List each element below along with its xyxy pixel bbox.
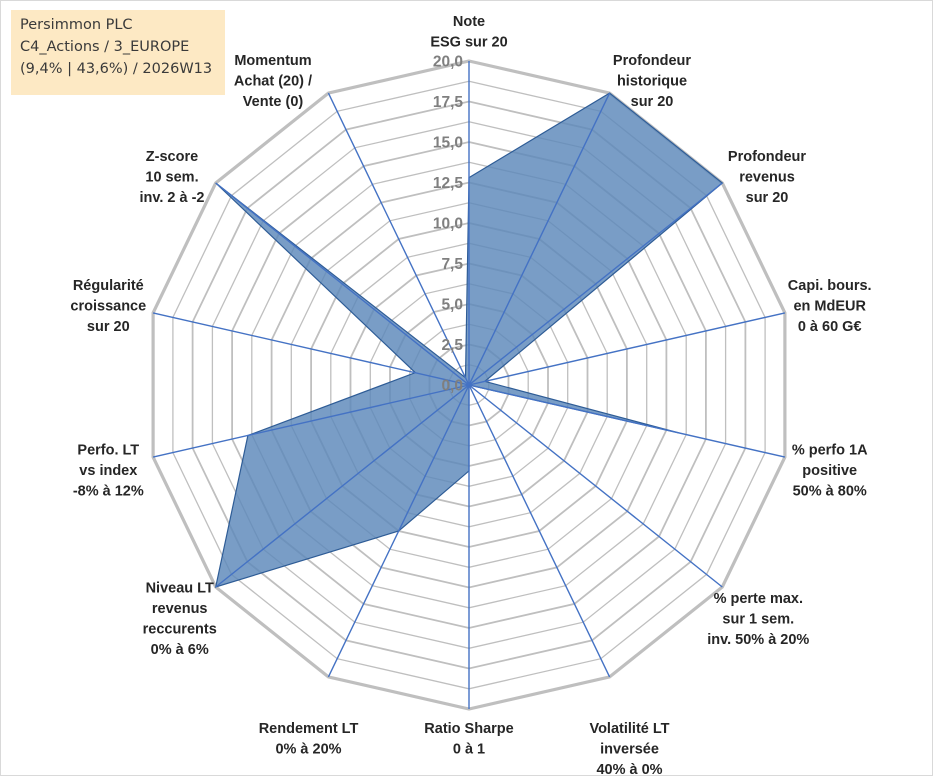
axis-label-line: inv. 50% à 20%	[707, 632, 809, 648]
axis-label: Volatilité LT inversée 40% à 0%	[589, 721, 669, 777]
axis-label-line: sur 1 sem.	[722, 611, 794, 627]
axis-label: Perfo. LT vs index -8% à 12%	[73, 443, 144, 500]
axis-label-line: Profondeur	[613, 53, 691, 69]
axis-label: Profondeur revenus sur 20	[728, 149, 806, 206]
axis-label: Z-score 10 sem. inv. 2 à -2	[139, 149, 204, 206]
axis-label-line: positive	[802, 463, 857, 479]
axis-label-line: historique	[617, 74, 687, 90]
axis-label-line: sur 20	[746, 190, 789, 206]
axis-label-line: Profondeur	[728, 149, 806, 165]
axis-label-line: Rendement LT	[259, 721, 359, 737]
axis-label-line: reccurents	[143, 622, 217, 638]
stats-label: (9,4% | 43,6%) / 2026W13	[20, 58, 217, 80]
axis-label: % perfo 1A positive 50% à 80%	[792, 443, 868, 500]
axis-label: Ratio Sharpe 0 à 1	[424, 721, 513, 758]
tick-label: 10,0	[433, 216, 463, 233]
axis-label-line: vs index	[79, 463, 137, 479]
axis-label-line: Note	[453, 14, 485, 30]
tick-label: 0,0	[441, 378, 463, 395]
axis-label: % perte max. sur 1 sem. inv. 50% à 20%	[707, 591, 809, 648]
axis-label-line: Capi. bours.	[788, 278, 872, 294]
axis-label: Régularité croissance sur 20	[70, 278, 146, 335]
axis-label-line: Achat (20) /	[234, 74, 312, 90]
axis-label: Momentum Achat (20) / Vente (0)	[234, 53, 312, 110]
axis-label-line: revenus	[739, 170, 795, 186]
tick-label: 7,5	[441, 256, 463, 273]
axis-label-line: croissance	[70, 298, 146, 314]
axis-label-line: inversée	[600, 742, 659, 758]
axis-label-line: Volatilité LT	[589, 721, 669, 737]
axis-label-line: 0% à 20%	[275, 742, 341, 758]
axis-label-line: % perfo 1A	[792, 443, 868, 459]
tick-label: 15,0	[433, 135, 463, 152]
axis-labels: Note ESG sur 20 Profondeur historique sur 20…	[70, 14, 871, 777]
axis-label-line: ESG sur 20	[430, 35, 507, 51]
category-label: C4_Actions / 3_EUROPE	[20, 36, 217, 58]
axis-label-line: Vente (0)	[243, 94, 304, 110]
axis-label-line: % perte max.	[714, 591, 803, 607]
axis-label-line: en MdEUR	[793, 298, 866, 314]
tick-label: 12,5	[433, 175, 464, 192]
tick-label: 5,0	[441, 297, 463, 314]
axis-label-line: Niveau LT	[146, 581, 214, 597]
axis-label-line: Ratio Sharpe	[424, 721, 513, 737]
axis-label-line: 10 sem.	[145, 170, 198, 186]
axis-label-line: 0% à 6%	[151, 642, 209, 658]
tick-label: 2,5	[441, 337, 463, 354]
axis-label-line: 40% à 0%	[596, 762, 662, 777]
axis-label-line: Perfo. LT	[77, 443, 139, 459]
company-name: Persimmon PLC	[20, 14, 217, 36]
info-box: Persimmon PLC C4_Actions / 3_EUROPE (9,4…	[11, 10, 225, 95]
axis-label-line: -8% à 12%	[73, 484, 144, 500]
axis-label: Capi. bours. en MdEUR 0 à 60 G€	[788, 278, 872, 335]
axis-spoke	[469, 385, 610, 677]
axis-label: Rendement LT 0% à 20%	[259, 721, 359, 758]
axis-label-line: sur 20	[631, 94, 674, 110]
tick-label: 17,5	[433, 94, 464, 111]
axis-label: Niveau LT revenus reccurents 0% à 6%	[143, 581, 217, 659]
axis-label-line: Z-score	[146, 149, 198, 165]
axis-label-line: inv. 2 à -2	[139, 190, 204, 206]
axis-label-line: 0 à 60 G€	[798, 319, 862, 335]
axis-label-line: Régularité	[73, 278, 144, 294]
axis-label-line: Momentum	[234, 53, 311, 69]
axis-label-line: sur 20	[87, 319, 130, 335]
axis-label-line: 50% à 80%	[793, 484, 867, 500]
tick-labels: 0,0 2,5 5,0 7,5 10,0 12,5 15,0 17,5 20,0	[433, 54, 464, 395]
tick-label: 20,0	[433, 54, 463, 71]
axis-label: Note ESG sur 20	[430, 14, 507, 51]
axis-label: Profondeur historique sur 20	[613, 53, 691, 110]
axis-label-line: revenus	[152, 601, 208, 617]
axis-label-line: 0 à 1	[453, 742, 485, 758]
